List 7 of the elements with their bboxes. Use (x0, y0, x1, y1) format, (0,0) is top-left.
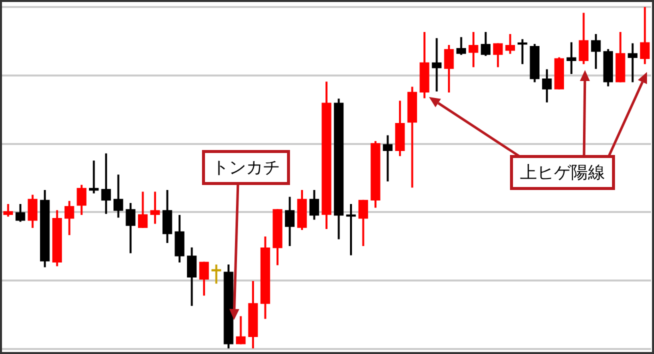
annotation: 上ヒゲ陽線 (510, 155, 615, 190)
candlestick (566, 42, 576, 74)
candlestick (89, 160, 99, 194)
candlestick (518, 39, 528, 64)
annotation: トンカチ (202, 150, 290, 185)
candlestick (432, 38, 442, 92)
candlestick (346, 204, 356, 256)
